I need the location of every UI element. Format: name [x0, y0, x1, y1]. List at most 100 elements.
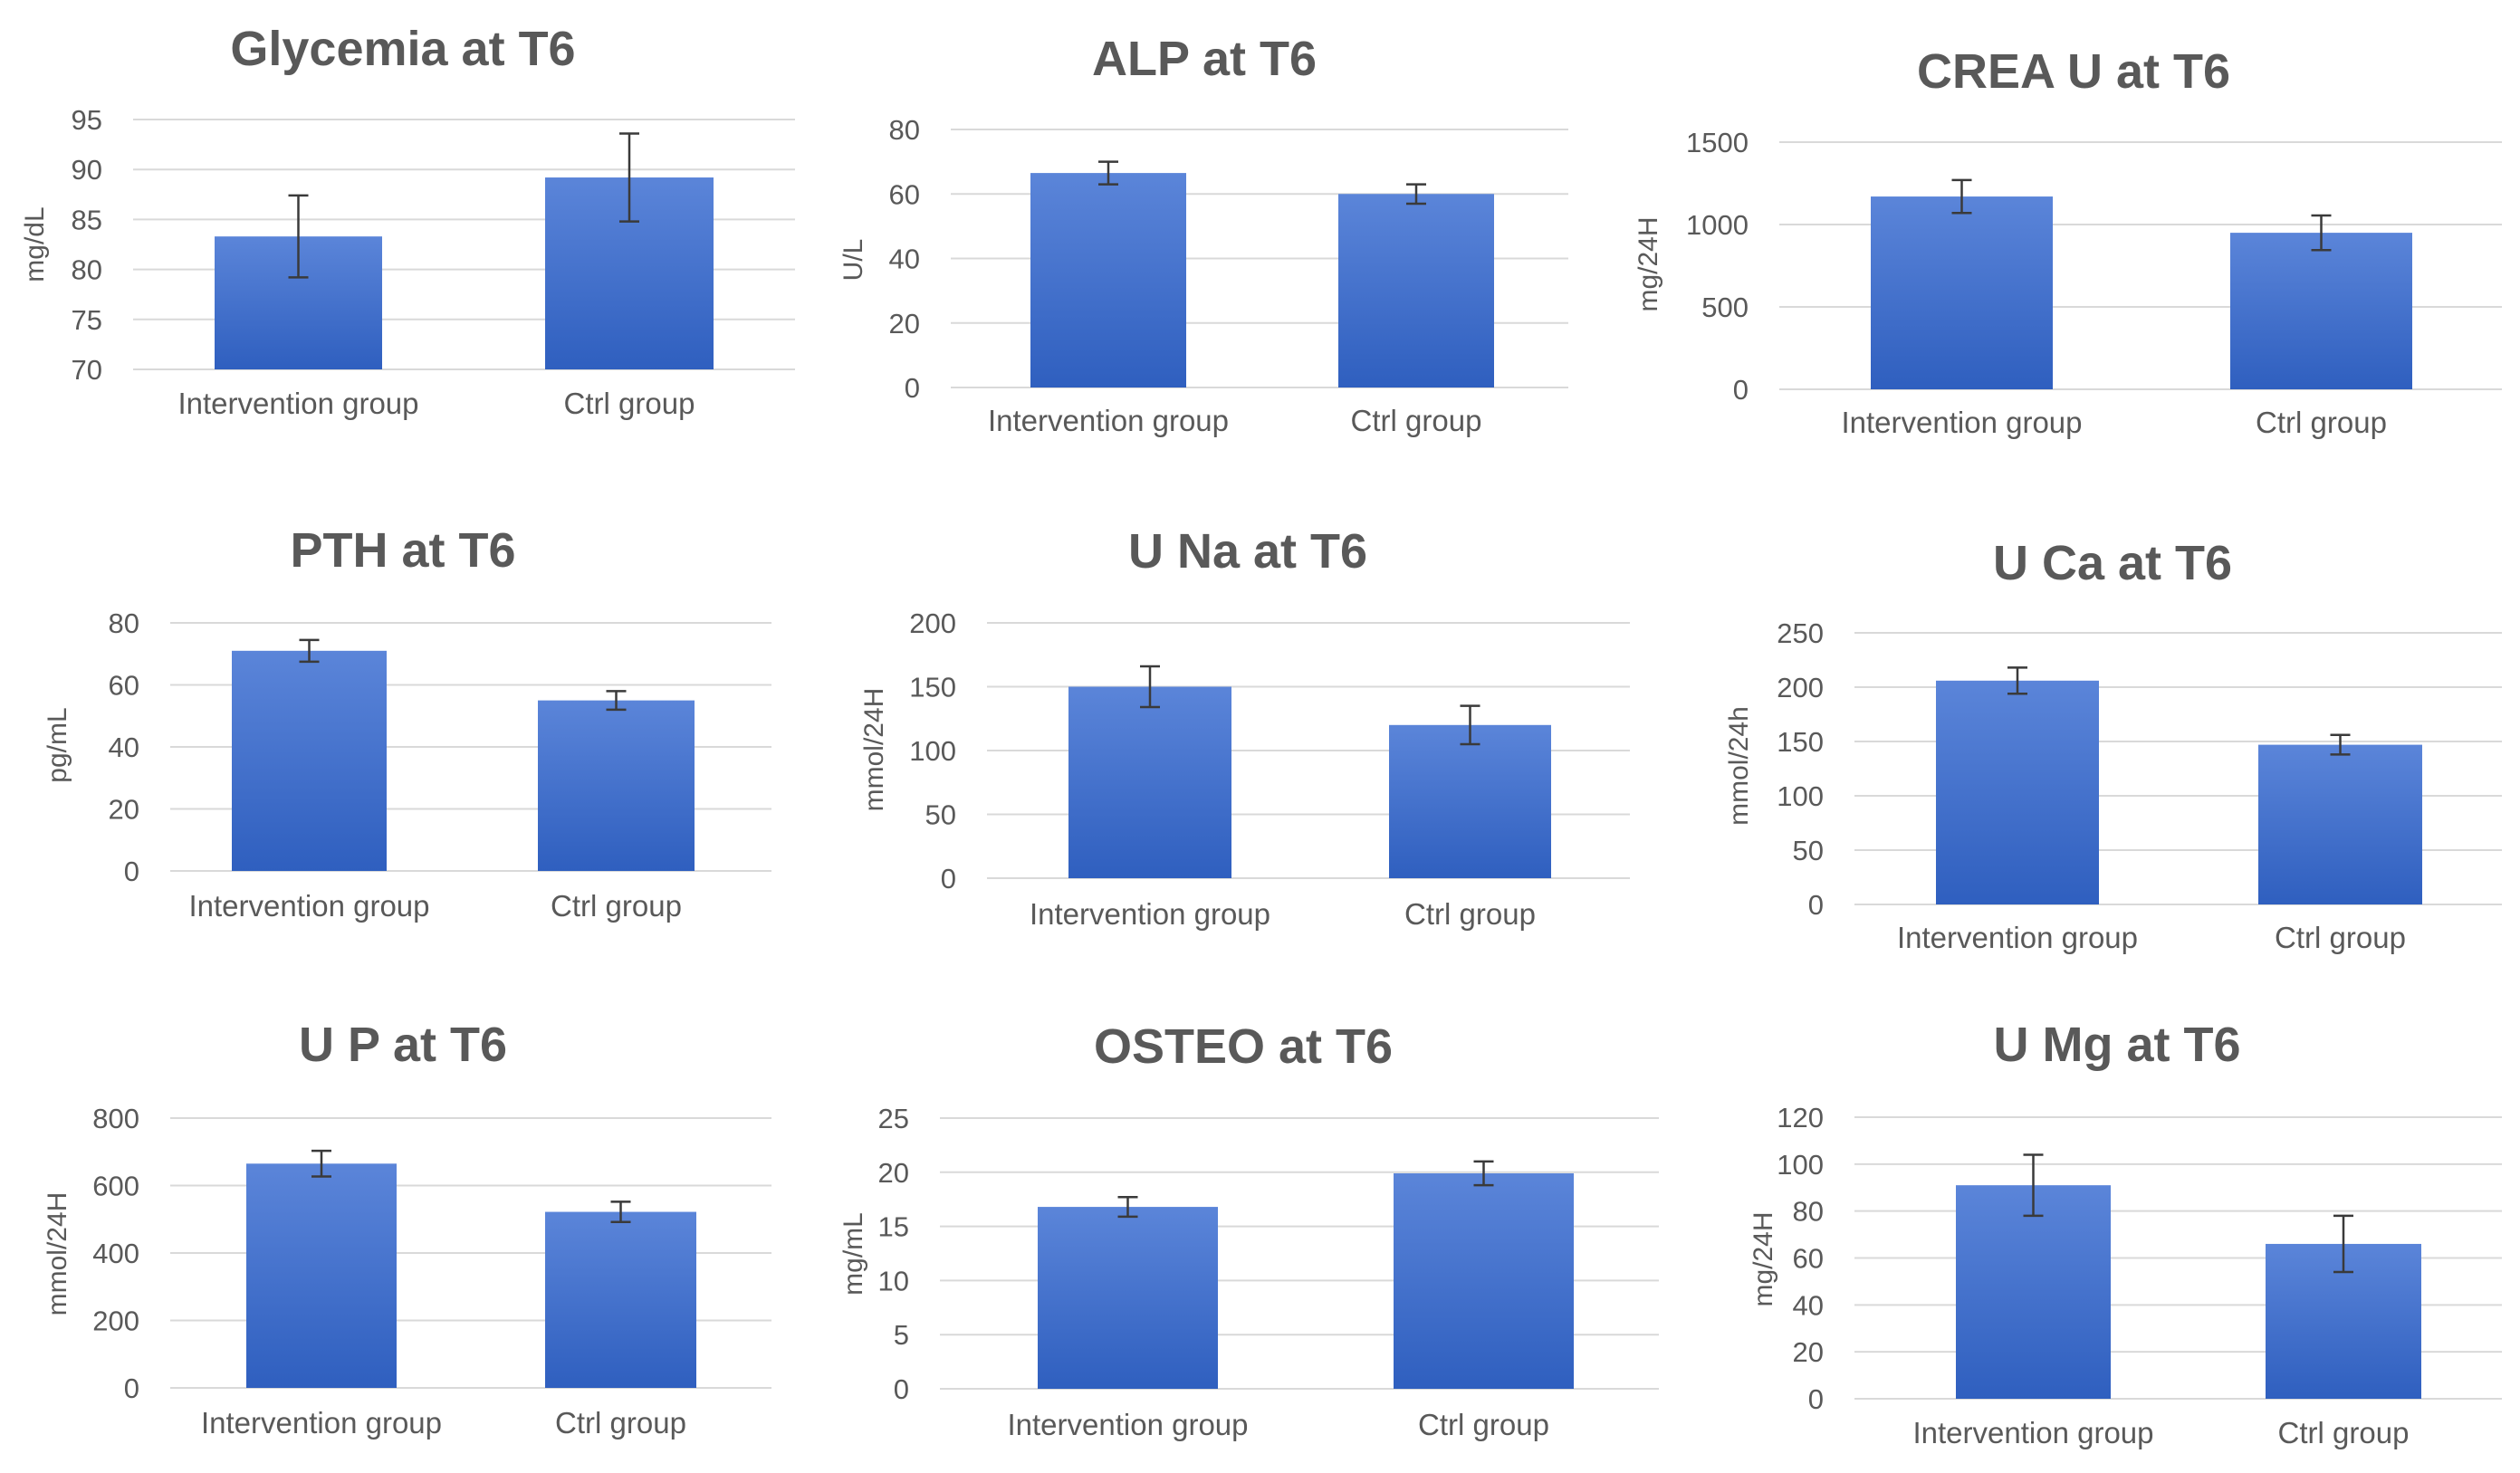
error-bar [2333, 1214, 2353, 1274]
y-tick-label: 60 [109, 670, 139, 702]
chart-title: U Mg at T6 [1993, 1018, 2240, 1072]
category-label: Intervention group [988, 404, 1229, 437]
y-tick-label: 400 [92, 1238, 139, 1269]
y-tick-label: 40 [889, 244, 920, 275]
y-tick-label: 0 [1733, 374, 1749, 406]
error-bar [1117, 1196, 1138, 1219]
bar [1936, 680, 2099, 904]
y-tick-label: 800 [92, 1103, 139, 1134]
bar [2258, 744, 2422, 904]
error-bar [619, 132, 639, 223]
y-tick-label: 20 [109, 794, 139, 826]
bar [1394, 1172, 1574, 1389]
chart-panel: 0 50 100 150 200 250 Intervention group Ctrl gr… [1724, 536, 2502, 954]
error-bar [1098, 160, 1118, 186]
bar [1038, 1207, 1218, 1389]
y-tick-label: 200 [909, 607, 956, 639]
y-tick-label: 0 [124, 856, 139, 887]
chart-title: CREA U at T6 [1917, 44, 2230, 99]
error-bar [288, 194, 309, 279]
y-tick-label: 15 [878, 1211, 909, 1243]
y-tick-label: 80 [889, 114, 920, 146]
bar [1068, 686, 1231, 878]
error-bar [311, 1149, 331, 1178]
y-tick-label: 10 [878, 1265, 909, 1296]
y-tick-label: 200 [92, 1306, 139, 1337]
y-tick-label: 25 [878, 1103, 909, 1134]
y-tick-label: 80 [109, 607, 139, 639]
bar [2230, 233, 2412, 389]
y-tick-label: 40 [1793, 1289, 1824, 1321]
y-tick-label: 60 [889, 178, 920, 210]
chart-panel: 0 20 40 60 80 100 120 Intervention group Ctrl gr… [1749, 1018, 2502, 1449]
y-tick-label: 0 [1808, 889, 1824, 921]
y-tick-label: 85 [72, 204, 102, 235]
category-label: Ctrl group [2256, 406, 2387, 439]
bar [1871, 196, 2053, 389]
y-tick-label: 120 [1777, 1102, 1824, 1133]
error-bar [2311, 214, 2332, 252]
error-bar [610, 1200, 631, 1223]
y-tick-label: 50 [1793, 835, 1824, 866]
y-axis-label: mg/24H [1634, 216, 1663, 311]
y-tick-label: 150 [1777, 726, 1824, 758]
category-label: Ctrl group [2278, 1416, 2410, 1449]
chart-panel: 70 75 80 85 90 95 Intervention group Ctrl group… [20, 22, 795, 420]
bar [538, 700, 695, 871]
y-axis-label: mg/mL [838, 1212, 868, 1296]
chart-panel: 0 5 10 15 20 25 Intervention group Ctrl group OS… [838, 1019, 1659, 1441]
y-tick-label: 250 [1777, 617, 1824, 649]
y-tick-label: 20 [1793, 1336, 1824, 1368]
y-tick-label: 75 [72, 304, 102, 336]
category-label: Ctrl group [564, 387, 695, 420]
y-tick-label: 80 [1793, 1196, 1824, 1228]
y-tick-label: 95 [72, 104, 102, 136]
category-label: Ctrl group [1418, 1408, 1549, 1441]
chart-panel: 0 500 1000 1500 Intervention group Ctrl group… [1634, 44, 2502, 439]
bar [1389, 724, 1551, 878]
chart-panel: 0 20 40 60 80 Intervention group Ctrl group PTH… [43, 523, 771, 923]
y-tick-label: 500 [1701, 292, 1749, 323]
category-label: Ctrl group [2275, 921, 2406, 954]
y-tick-label: 50 [925, 799, 956, 831]
bar [1956, 1185, 2111, 1399]
y-tick-label: 600 [92, 1171, 139, 1202]
category-label: Ctrl group [1404, 897, 1536, 931]
chart-panel: 0 200 400 600 800 Intervention group Ctrl grou… [43, 1018, 771, 1440]
y-axis-label: U/L [838, 239, 868, 282]
y-tick-label: 100 [909, 735, 956, 767]
y-tick-label: 200 [1777, 672, 1824, 703]
y-tick-label: 0 [124, 1373, 139, 1404]
chart-title: U P at T6 [299, 1018, 507, 1072]
y-tick-label: 1000 [1686, 209, 1749, 241]
y-tick-label: 40 [109, 732, 139, 763]
y-tick-label: 0 [905, 372, 920, 404]
y-tick-label: 100 [1777, 1149, 1824, 1181]
y-tick-label: 150 [909, 672, 956, 703]
y-axis-label: mg/24H [1749, 1211, 1778, 1306]
category-label: Intervention group [1912, 1416, 2153, 1449]
category-label: Ctrl group [555, 1406, 686, 1440]
category-label: Intervention group [177, 387, 418, 420]
category-label: Intervention group [1007, 1408, 1248, 1441]
bar [232, 650, 387, 871]
y-axis-label: mmol/24H [43, 1192, 72, 1316]
y-tick-label: 20 [889, 308, 920, 340]
y-tick-label: 70 [72, 354, 102, 386]
error-bar [1460, 704, 1480, 746]
chart-title: PTH at T6 [290, 523, 515, 578]
bar [1030, 173, 1186, 387]
chart-title: U Na at T6 [1128, 524, 1367, 579]
error-bar [1140, 665, 1160, 709]
error-bar [1473, 1160, 1494, 1187]
y-tick-label: 90 [72, 154, 102, 186]
y-tick-label: 20 [878, 1157, 909, 1189]
category-label: Intervention group [1030, 897, 1270, 931]
category-label: Ctrl group [551, 889, 682, 923]
y-axis-label: mg/dL [20, 206, 50, 282]
y-tick-label: 0 [1808, 1383, 1824, 1415]
category-label: Intervention group [188, 889, 429, 923]
y-tick-label: 60 [1793, 1243, 1824, 1275]
error-bar [606, 690, 627, 712]
error-bar [1951, 178, 1972, 215]
